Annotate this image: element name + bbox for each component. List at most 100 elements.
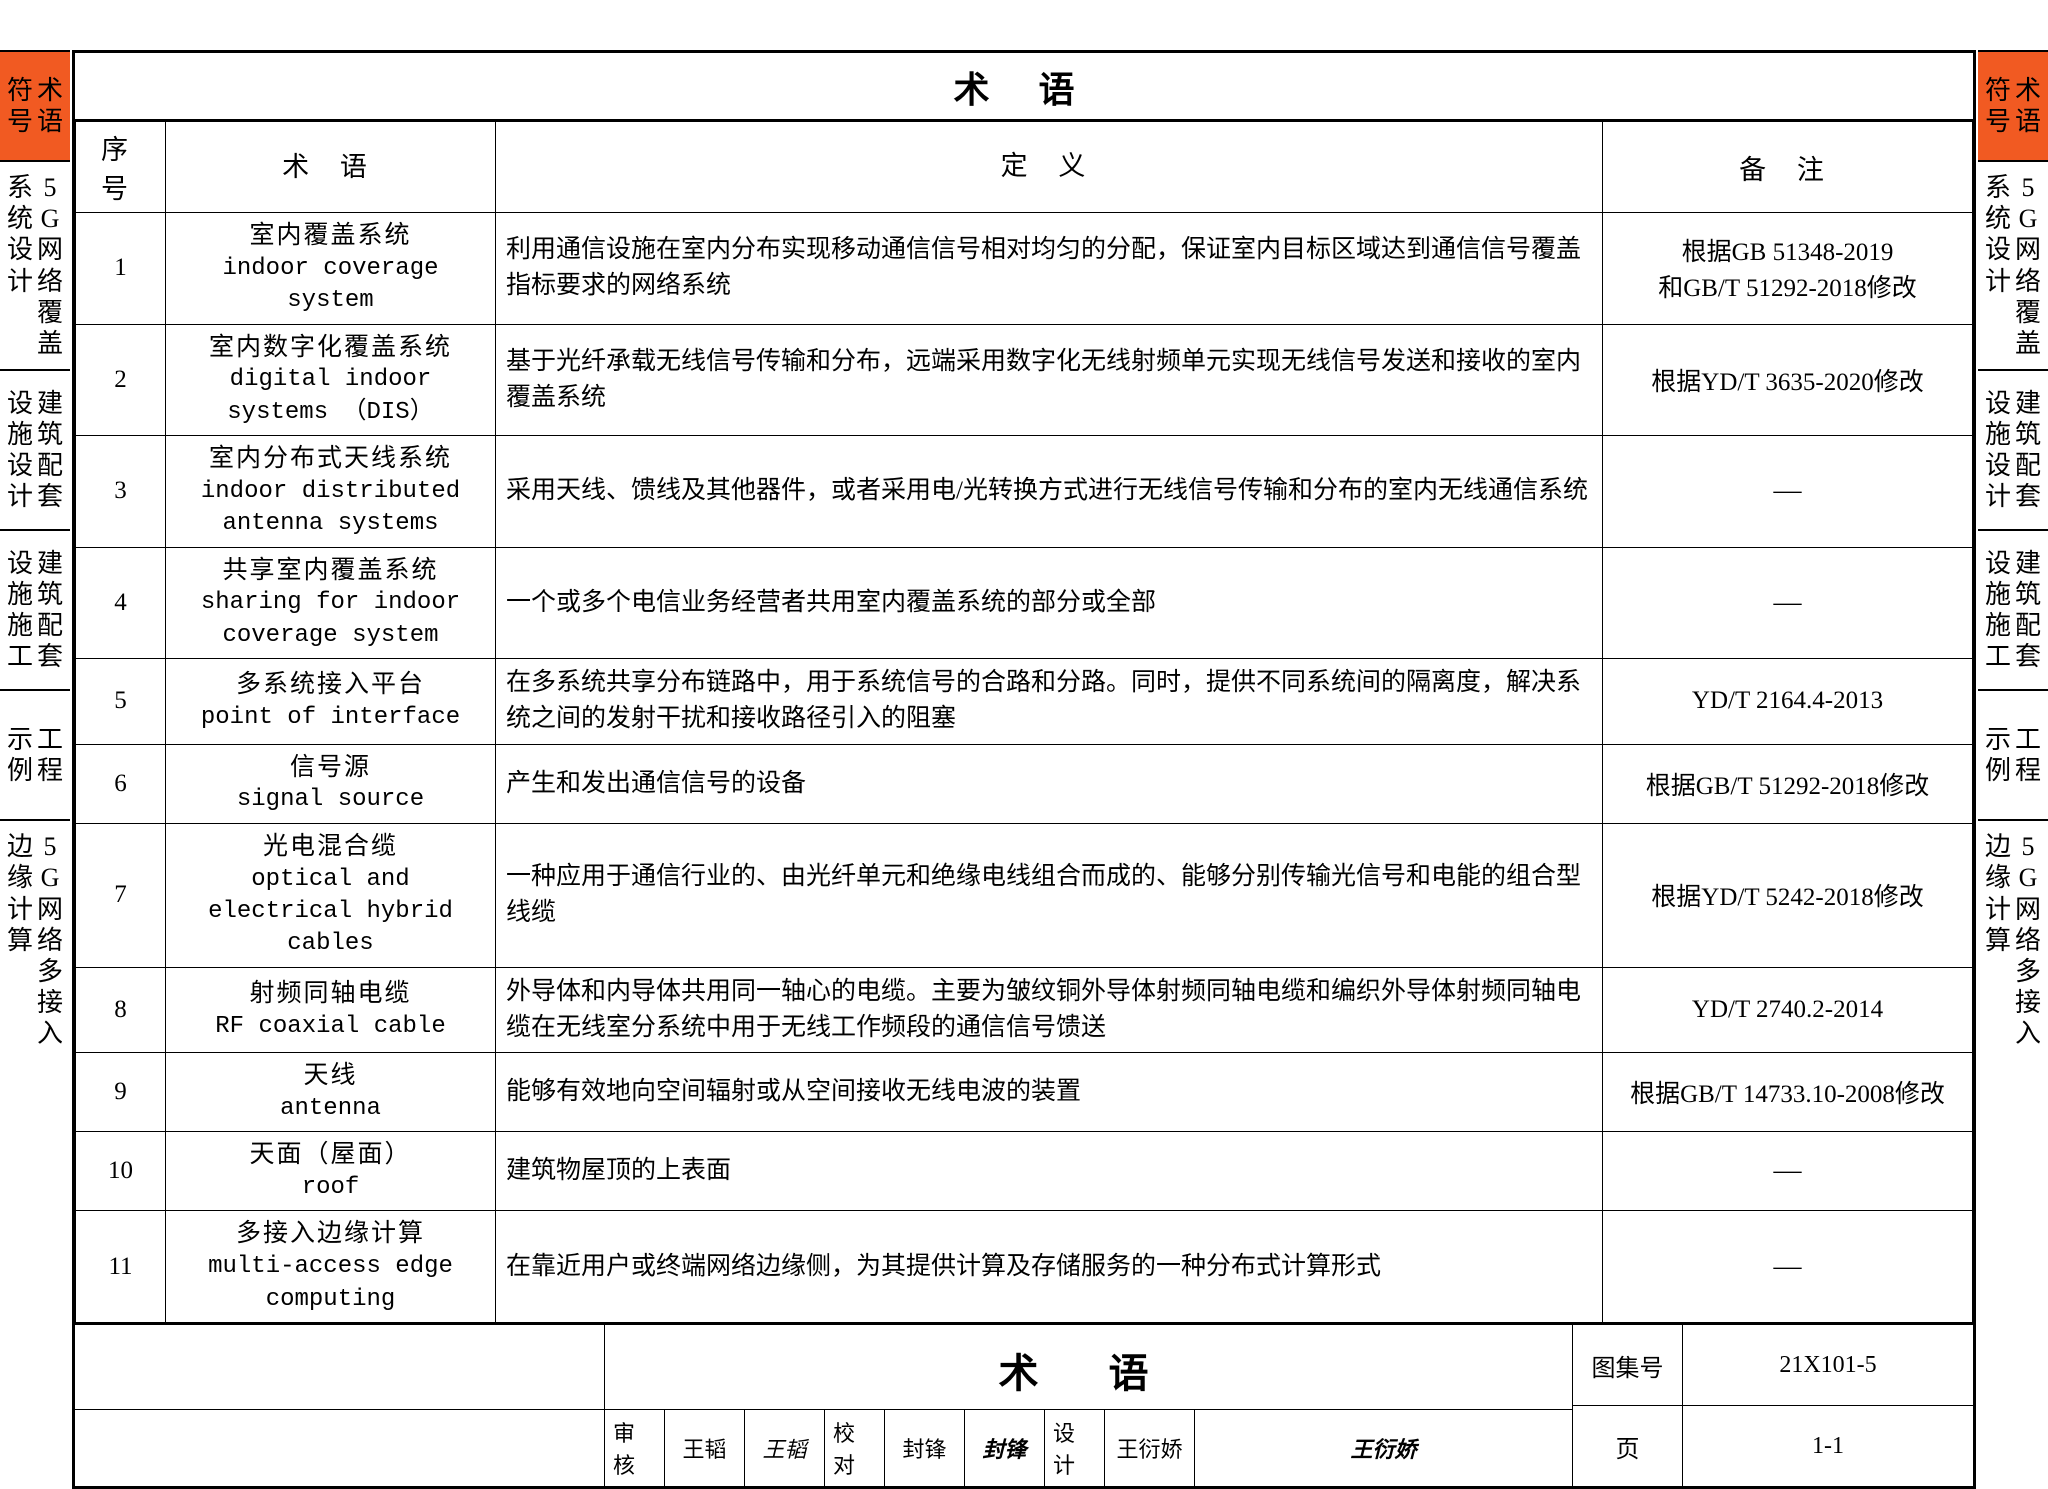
sig-label: 校对 (825, 1410, 885, 1486)
term-en: digital indoor systems （DIS） (176, 364, 485, 429)
table-header-row: 序 号 术 语 定 义 备 注 (76, 122, 1973, 213)
side-tab[interactable]: 系统设计5G网络覆盖 (0, 160, 70, 369)
note-dash: — (1774, 587, 1802, 618)
note-cell: — (1603, 1211, 1973, 1323)
term-cell: 光电混合缆optical and electrical hybrid cable… (166, 823, 496, 967)
atlas-label: 图集号 (1573, 1325, 1683, 1405)
page-number: 1-1 (1683, 1406, 1973, 1486)
col-num-header: 序 号 (76, 122, 166, 213)
row-number: 11 (76, 1211, 166, 1323)
term-cn: 室内覆盖系统 (176, 219, 485, 253)
left-tabs: 符号术语系统设计5G网络覆盖设施设计建筑配套设施施工建筑配套示例工程边缘计算5G… (0, 50, 70, 1489)
term-cell: 室内覆盖系统indoor coverage system (166, 213, 496, 325)
row-number: 8 (76, 967, 166, 1053)
table-row: 3室内分布式天线系统indoor distributed antenna sys… (76, 436, 1973, 548)
sig-value: 封锋 (965, 1410, 1045, 1486)
side-tab[interactable]: 符号术语 (1978, 50, 2048, 160)
term-cn: 信号源 (176, 751, 485, 785)
term-cn: 共享室内覆盖系统 (176, 554, 485, 588)
term-en: antenna (176, 1093, 485, 1125)
page: 符号术语系统设计5G网络覆盖设施设计建筑配套设施施工建筑配套示例工程边缘计算5G… (0, 50, 2048, 1489)
definition-cell: 采用天线、馈线及其他器件，或者采用电/光转换方式进行无线信号传输和分布的室内无线… (496, 436, 1603, 548)
side-tab[interactable]: 系统设计5G网络覆盖 (1978, 160, 2048, 369)
note-dash: — (1774, 1155, 1802, 1186)
note-cell: — (1603, 547, 1973, 659)
tab-label: 设施施工建筑配套 (7, 548, 63, 673)
table-row: 7光电混合缆optical and electrical hybrid cabl… (76, 823, 1973, 967)
row-number: 6 (76, 744, 166, 823)
term-en: point of interface (176, 702, 485, 734)
row-number: 1 (76, 213, 166, 325)
row-number: 5 (76, 659, 166, 745)
term-en: multi-access edge computing (176, 1251, 485, 1316)
note-cell: 根据GB/T 14733.10-2008修改 (1603, 1053, 1973, 1132)
row-number: 3 (76, 436, 166, 548)
row-number: 4 (76, 547, 166, 659)
term-cn: 射频同轴电缆 (176, 977, 485, 1011)
page-title: 术 语 (75, 53, 1973, 121)
note-cell: 根据GB 51348-2019和GB/T 51292-2018修改 (1603, 213, 1973, 325)
tab-label: 系统设计5G网络覆盖 (7, 172, 63, 359)
side-tab[interactable]: 边缘计算5G网络多接入 (1978, 819, 2048, 1059)
term-cn: 光电混合缆 (176, 830, 485, 864)
note-cell: 根据YD/T 3635-2020修改 (1603, 324, 1973, 436)
definition-cell: 建筑物屋顶的上表面 (496, 1132, 1603, 1211)
note-cell: — (1603, 436, 1973, 548)
term-cell: 天线antenna (166, 1053, 496, 1132)
col-def-header: 定 义 (496, 122, 1603, 213)
definition-cell: 外导体和内导体共用同一轴心的电缆。主要为皱纹铜外导体射频同轴电缆和编织外导体射频… (496, 967, 1603, 1053)
sig-value: 王韬 (665, 1410, 745, 1486)
side-tab[interactable]: 设施设计建筑配套 (0, 369, 70, 529)
tab-label: 符号术语 (1985, 75, 2041, 137)
term-en: indoor distributed antenna systems (176, 476, 485, 541)
definition-cell: 在靠近用户或终端网络边缘侧，为其提供计算及存储服务的一种分布式计算形式 (496, 1211, 1603, 1323)
side-tab[interactable]: 设施设计建筑配套 (1978, 369, 2048, 529)
side-tab[interactable]: 边缘计算5G网络多接入 (0, 819, 70, 1059)
side-tab[interactable]: 符号术语 (0, 50, 70, 160)
side-tab[interactable]: 设施施工建筑配套 (0, 529, 70, 689)
side-tab[interactable]: 示例工程 (1978, 689, 2048, 819)
note-dash: — (1774, 475, 1802, 506)
row-number: 10 (76, 1132, 166, 1211)
footer: 术 语 审核 王韬 王韬 校对 封锋 封锋 设计 王衍娇 王衍娇 (75, 1323, 1973, 1486)
term-cell: 天面（屋面）roof (166, 1132, 496, 1211)
term-cn: 多接入边缘计算 (176, 1217, 485, 1251)
atlas-number: 21X101-5 (1683, 1325, 1973, 1405)
col-term-header: 术 语 (166, 122, 496, 213)
tab-label: 系统设计5G网络覆盖 (1985, 172, 2041, 359)
note-dash: — (1774, 1251, 1802, 1282)
definition-cell: 一种应用于通信行业的、由光纤单元和绝缘电线组合而成的、能够分别传输光信号和电能的… (496, 823, 1603, 967)
tab-label: 边缘计算5G网络多接入 (7, 831, 63, 1049)
note-cell: 根据YD/T 5242-2018修改 (1603, 823, 1973, 967)
col-note-header: 备 注 (1603, 122, 1973, 213)
table-row: 10天面（屋面）roof建筑物屋顶的上表面 — (76, 1132, 1973, 1211)
tab-label: 设施设计建筑配套 (1985, 388, 2041, 513)
table-row: 9天线antenna能够有效地向空间辐射或从空间接收无线电波的装置根据GB/T … (76, 1053, 1973, 1132)
row-number: 2 (76, 324, 166, 436)
footer-title: 术 语 (605, 1325, 1572, 1409)
signature-row: 审核 王韬 王韬 校对 封锋 封锋 设计 王衍娇 王衍娇 (75, 1409, 1572, 1486)
term-cell: 多接入边缘计算multi-access edge computing (166, 1211, 496, 1323)
tab-label: 符号术语 (7, 75, 63, 137)
note-cell: YD/T 2740.2-2014 (1603, 967, 1973, 1053)
term-cell: 室内数字化覆盖系统digital indoor systems （DIS） (166, 324, 496, 436)
sig-value: 王衍娇 (1105, 1410, 1195, 1486)
table-row: 1室内覆盖系统indoor coverage system利用通信设施在室内分布… (76, 213, 1973, 325)
sig-label: 审核 (605, 1410, 665, 1486)
note-cell: 根据GB/T 51292-2018修改 (1603, 744, 1973, 823)
table-row: 2室内数字化覆盖系统digital indoor systems （DIS）基于… (76, 324, 1973, 436)
terms-table: 序 号 术 语 定 义 备 注 1室内覆盖系统indoor coverage s… (75, 121, 1973, 1323)
tab-label: 设施施工建筑配套 (1985, 548, 2041, 673)
sig-value: 王韬 (745, 1410, 825, 1486)
table-row: 11多接入边缘计算multi-access edge computing在靠近用… (76, 1211, 1973, 1323)
term-cn: 室内数字化覆盖系统 (176, 331, 485, 365)
row-number: 9 (76, 1053, 166, 1132)
side-tab[interactable]: 示例工程 (0, 689, 70, 819)
term-en: RF coaxial cable (176, 1011, 485, 1043)
definition-cell: 基于光纤承载无线信号传输和分布，远端采用数字化无线射频单元实现无线信号发送和接收… (496, 324, 1603, 436)
table-row: 4 共享室内覆盖系统sharing for indoor coverage sys… (76, 547, 1973, 659)
side-tab[interactable]: 设施施工建筑配套 (1978, 529, 2048, 689)
term-en: sharing for indoor coverage system (176, 587, 485, 652)
tab-label: 示例工程 (7, 724, 63, 786)
sig-label: 设计 (1045, 1410, 1105, 1486)
